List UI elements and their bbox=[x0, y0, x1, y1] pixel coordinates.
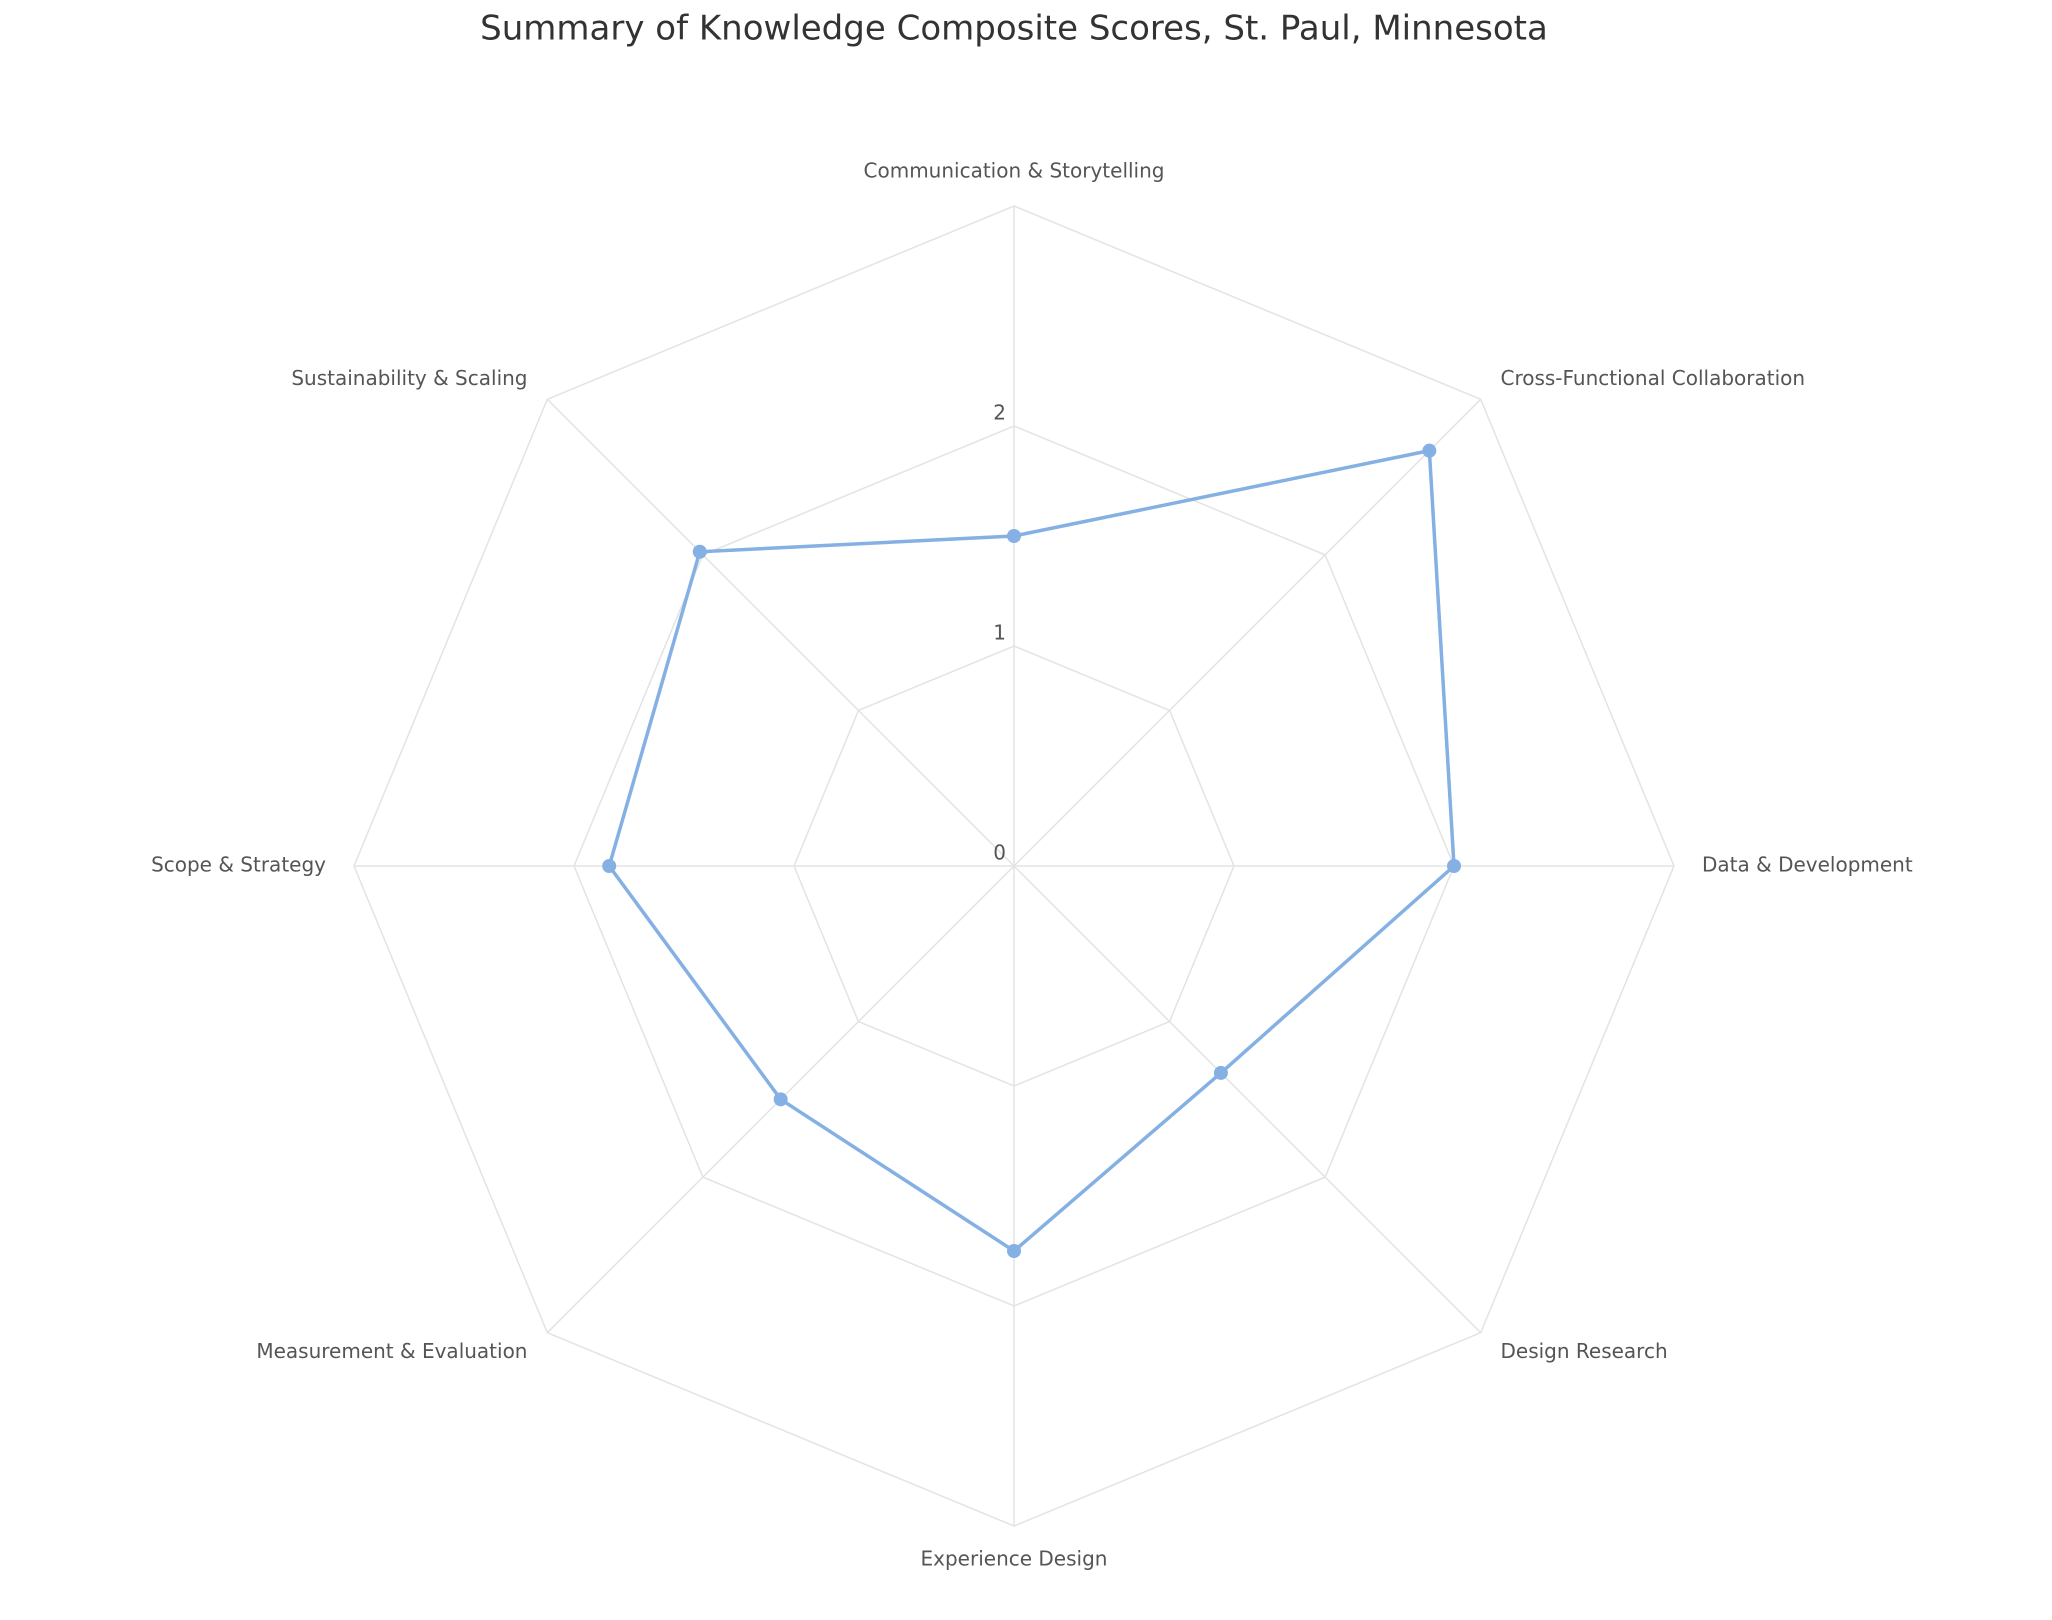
category-label: Design Research bbox=[1500, 1339, 1667, 1363]
data-line bbox=[607, 448, 1456, 1254]
data-point bbox=[1007, 1244, 1021, 1258]
data-point bbox=[1213, 1065, 1228, 1080]
category-label: Scope & Strategy bbox=[151, 853, 326, 877]
axis-spoke bbox=[546, 398, 1015, 867]
axis-spoke bbox=[1013, 865, 1482, 1334]
data-point bbox=[602, 859, 617, 873]
r-tick-label: 0 bbox=[993, 841, 1006, 865]
category-label: Measurement & Evaluation bbox=[256, 1339, 527, 1363]
data-point bbox=[1007, 529, 1021, 543]
category-label: Data & Development bbox=[1702, 853, 1913, 877]
category-label: Communication & Storytelling bbox=[864, 159, 1165, 183]
r-tick-label: 1 bbox=[993, 621, 1006, 645]
category-label: Experience Design bbox=[921, 1547, 1108, 1571]
category-label: Sustainability & Scaling bbox=[291, 366, 527, 390]
data-point bbox=[1447, 859, 1461, 873]
r-tick-label: 2 bbox=[993, 401, 1006, 425]
axis-spoke bbox=[1013, 398, 1482, 867]
category-label: Cross-Functional Collaboration bbox=[1500, 366, 1805, 390]
data-point bbox=[692, 544, 707, 559]
chart-title: Summary of Knowledge Composite Scores, S… bbox=[480, 9, 1548, 49]
data-point bbox=[1422, 443, 1437, 458]
data-point bbox=[773, 1092, 788, 1107]
